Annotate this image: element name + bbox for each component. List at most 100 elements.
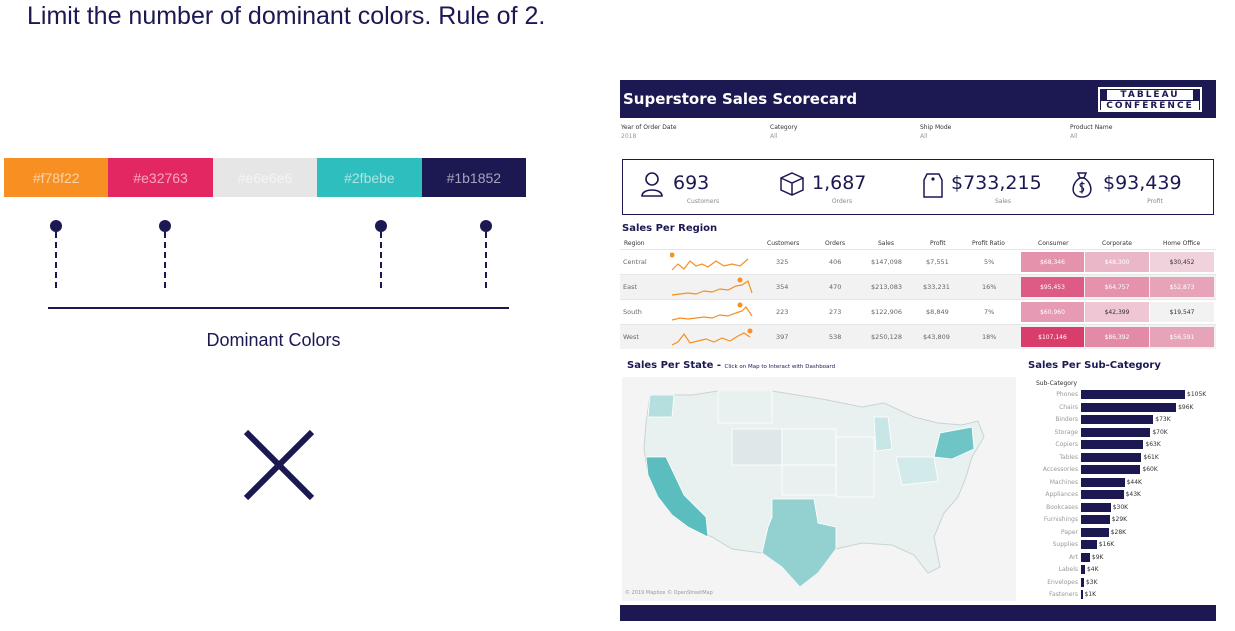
bar[interactable] [1081,390,1185,399]
bar-row[interactable]: Phones $105K [1020,389,1214,401]
subcat-axis-header: Sub-Category [1036,380,1077,387]
state-section-subtitle: Click on Map to Interact with Dashboard [724,364,836,370]
us-state-map[interactable]: © 2019 Mapbox © OpenStreetMap [622,377,1016,601]
bar-row[interactable]: Envelopes $3K [1020,577,1214,589]
swatch-navy: #1b1852 [421,158,527,197]
table-row[interactable]: East 354 470 $213,083 $33,231 16% $95,45… [620,274,1216,299]
bar[interactable] [1081,552,1090,562]
ratio-cell: 18% [982,333,997,341]
ratio-cell: 7% [984,308,995,316]
bar-row[interactable]: Accessories $60K [1020,464,1214,476]
swatch-teal: #2fbebe [317,158,422,197]
profit-cell: $7,551 [926,258,949,266]
filter-product-name[interactable]: Product Name All [1070,124,1113,140]
bar-row[interactable]: Tables $61K [1020,452,1214,464]
kpi-label: Profit [1147,198,1163,205]
col-header-region: Region [624,240,645,247]
dashboard-footer [620,605,1216,621]
bar-category-label: Bookcases [1046,503,1078,511]
bar-row[interactable]: Fasteners $1K [1020,589,1214,601]
heat-cell: $42,399 [1085,302,1149,322]
bar[interactable] [1081,490,1124,499]
bar[interactable] [1081,577,1084,587]
heat-cell: $60,960 [1021,302,1084,322]
bar-row[interactable]: Labels $4K [1020,564,1214,576]
bar[interactable] [1081,452,1142,462]
bar-row[interactable]: Paper $28K [1020,527,1214,539]
table-row[interactable]: Central 325 406 $147,098 $7,551 5% $68,3… [620,249,1216,274]
sparkline [671,277,753,296]
bar[interactable] [1081,427,1151,437]
filter-ship-mode[interactable]: Ship Mode All [920,124,952,140]
col-header-corporate: Corporate [1102,240,1132,247]
bar[interactable] [1081,477,1125,487]
bar-row[interactable]: Storage $70K [1020,427,1214,439]
region-name: South [623,308,642,316]
bar[interactable] [1081,415,1154,424]
bar-row[interactable]: Binders $73K [1020,414,1214,426]
bar-value-label: $16K [1098,541,1115,548]
bar-row[interactable]: Copiers $63K [1020,439,1214,451]
bar-value-label: $44K [1126,478,1142,486]
kpi-label: Orders [831,198,853,205]
customers-cell: 354 [776,283,789,291]
dominant-colors-baseline [48,307,509,309]
bar-row[interactable]: Chairs $96K [1020,402,1214,414]
bar-value-label: $4K [1086,566,1099,573]
bar-value-label: $29K [1111,516,1128,523]
bar-row[interactable]: Bookcases $30K [1020,502,1214,514]
bar[interactable] [1081,440,1144,449]
col-header-orders: Orders [825,240,846,247]
kpi-panel: 693 Customers 1,687 Orders $733,215 Sale… [622,159,1214,215]
kpi-sales: $733,215 Sales [911,160,1056,213]
box-icon [780,172,804,196]
bar[interactable] [1081,402,1177,412]
person-icon [641,172,663,197]
filter-year[interactable]: Year of Order Date 2018 [621,124,677,140]
bar-category-label: Supplies [1052,541,1078,548]
table-row[interactable]: West 397 538 $250,128 $43,809 18% $107,1… [620,324,1216,349]
bar[interactable] [1081,515,1110,524]
table-row[interactable]: South 223 273 $122,906 $8,849 7% $60,960… [620,299,1216,324]
bar-row[interactable]: Machines $44K [1020,477,1214,489]
bar-category-label: Chairs [1059,403,1078,411]
bar-value-label: $30K [1112,503,1129,511]
bar[interactable] [1081,590,1083,599]
bar-category-label: Envelopes [1047,578,1078,586]
bar-row[interactable]: Supplies $16K [1020,539,1214,551]
subcat-section-title: Sales Per Sub-Category [1028,360,1161,371]
bar[interactable] [1081,465,1141,474]
kpi-label: Sales [995,198,1011,205]
bar[interactable] [1081,540,1097,549]
bar[interactable] [1081,565,1085,574]
kpi-profit: $93,439 Profit [1059,160,1204,213]
dashboard-title: Superstore Sales Scorecard [623,90,858,108]
region-name: West [623,333,639,341]
col-header-profit: Profit [930,240,946,247]
col-header-home-office: Home Office [1163,240,1201,247]
money-bag-icon [1072,172,1092,198]
bar[interactable] [1081,527,1109,537]
region-section-title: Sales Per Region [622,223,718,234]
heat-cell: $30,452 [1150,252,1214,272]
customers-cell: 325 [776,258,789,266]
kpi-value: $93,439 [1103,172,1182,194]
bar[interactable] [1081,502,1111,512]
sparkline [671,328,753,346]
bar-row[interactable]: Furnishings $29K [1020,514,1214,526]
customers-cell: 223 [776,308,789,316]
dashboard-image: Superstore Sales Scorecard TABLEAU CONFE… [620,80,1216,621]
bar-value-label: $28K [1110,528,1127,536]
kpi-customers: 693 Customers [629,160,774,213]
filter-bar: Year of Order Date 2018 Category All Ship … [620,124,1216,140]
filter-category[interactable]: Category All [770,124,798,140]
kpi-value: 693 [673,172,710,194]
heat-cell: $19,547 [1150,302,1214,322]
heat-cell: $107,146 [1021,327,1084,347]
ratio-cell: 5% [984,258,995,266]
ratio-cell: 16% [982,283,997,291]
bar-category-label: Phones [1056,391,1078,398]
bar-row[interactable]: Appliances $43K [1020,489,1214,501]
bar-row[interactable]: Art $9K [1020,552,1214,564]
bar-value-label: $43K [1125,491,1141,498]
